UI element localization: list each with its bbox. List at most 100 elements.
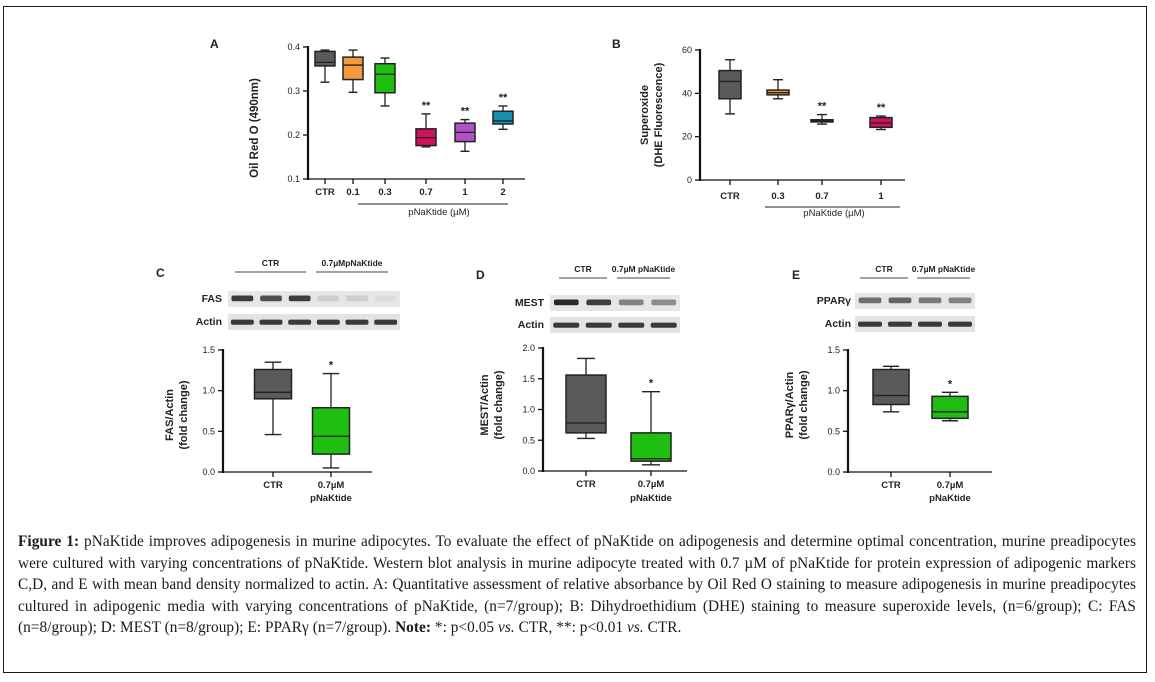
significance-marker: *: [649, 378, 654, 390]
y-tick-label: 0.5: [202, 426, 215, 436]
y-tick-label: 40: [682, 88, 692, 98]
box-1: 0.1: [342, 49, 364, 198]
y-tick-label: 0.3: [287, 86, 300, 96]
blot-actin-band: [374, 319, 398, 325]
caption-note-text: CTR, **: p<0.01: [514, 619, 628, 637]
box-2: ** 0.7: [810, 101, 834, 202]
panel-e-chart: E CTR 0.7µM pNaKtide PPARγ Actin PPARγ/Acti…: [784, 264, 992, 504]
x-category-label: 0.3: [771, 191, 784, 202]
caption-note-label: Note:: [395, 619, 432, 637]
y-tick-label: 0.0: [827, 467, 840, 477]
box-iqr: [253, 368, 293, 400]
x-category-label: 1: [878, 191, 884, 202]
box-iqr: [492, 110, 514, 125]
blot-actin-band: [948, 321, 972, 327]
blot-actin-strip: [228, 314, 400, 330]
panel-d-ylabel: MEST/Actin: [479, 374, 491, 435]
caption-label: Figure 1:: [18, 533, 80, 550]
blot-group2-label: 0.7µM pNaKtide: [612, 264, 676, 274]
caption-note-text: CTR.: [643, 619, 682, 637]
box-iqr: [374, 62, 396, 94]
blot-actin-label: Actin: [196, 316, 222, 328]
panel-a-ylabel: Oil Red O (490nm): [249, 78, 261, 178]
box-1: * 0.7µM pNaKtide: [929, 378, 971, 504]
y-tick-label: 0.0: [202, 467, 215, 477]
x-category-label: CTR: [720, 191, 740, 202]
blot-protein-label: MEST: [515, 297, 545, 309]
y-tick-label: 0.0: [522, 466, 535, 476]
box-iqr: [565, 374, 607, 434]
blot-group2-label: 0.7µM pNaKtide: [912, 264, 976, 274]
blot-protein-band: [918, 297, 942, 304]
x-category-sublabel: pNaKtide: [929, 493, 971, 504]
blot-group1-label: CTR: [875, 264, 892, 274]
blot-actin-band: [650, 322, 677, 328]
blot-protein-band: [888, 297, 912, 304]
y-tick-label: 1.5: [202, 345, 215, 355]
blot-protein-band: [260, 295, 282, 302]
blot-actin-band: [345, 319, 369, 325]
blot-protein-strip: [855, 293, 975, 309]
blot-protein-band: [346, 295, 368, 302]
blot-protein-label: FAS: [202, 293, 222, 305]
blot-protein-band: [317, 295, 340, 302]
box-4: ** 1: [454, 106, 476, 198]
y-tick-label: 1.5: [522, 374, 535, 384]
box-1: * 0.7µM pNaKtide: [310, 360, 352, 504]
y-tick-label: 0.1: [287, 174, 300, 184]
panel-b-xlabel: pNaKtide (µM): [803, 208, 864, 219]
box-iqr: [872, 368, 910, 406]
box-1: 0.3: [766, 78, 790, 202]
box-1: * 0.7µM pNaKtide: [630, 378, 672, 504]
blot-protein-band: [948, 297, 972, 304]
x-category-label: 0.7: [815, 191, 828, 202]
box-0: CTR: [253, 361, 293, 491]
box-iqr: [314, 50, 336, 67]
figure-frame: [3, 6, 1147, 673]
y-tick-label: 0: [687, 175, 692, 185]
blot-group1-label: CTR: [262, 258, 279, 268]
box-0: CTR: [872, 365, 910, 491]
box-3: ** 1: [869, 102, 893, 202]
significance-marker: **: [499, 92, 508, 104]
x-category-label: CTR: [576, 479, 596, 490]
caption-note-text: *: p<0.05: [431, 619, 498, 637]
blot-actin-band: [888, 321, 912, 327]
y-tick-label: 60: [682, 45, 692, 55]
x-category-label: CTR: [263, 480, 283, 491]
blot-actin-band: [585, 322, 612, 328]
x-category-label: 0.7µM: [318, 480, 345, 491]
y-tick-label: 0.4: [287, 42, 300, 52]
blot-protein-band: [618, 299, 644, 306]
figure-caption: Figure 1: pNaKtide improves adipogenesis…: [18, 531, 1136, 639]
box-iqr: [342, 56, 364, 81]
caption-vs: vs.: [497, 619, 515, 637]
panel-e-ylabel2: (fold change): [798, 370, 810, 439]
panel-a-xlabel: pNaKtide (µM): [408, 207, 469, 218]
blot-actin-band: [618, 322, 645, 328]
blot-actin-band: [259, 319, 283, 325]
significance-marker: *: [948, 378, 953, 390]
panel-c-ylabel: FAS/Actin: [164, 389, 176, 441]
box-5: ** 2: [492, 92, 514, 198]
significance-marker: **: [877, 102, 886, 114]
y-tick-label: 2.0: [522, 343, 535, 353]
box-iqr: [311, 406, 351, 455]
y-tick-label: 0.5: [827, 426, 840, 436]
x-category-label: 0.3: [378, 187, 391, 198]
x-category-label: CTR: [881, 480, 901, 491]
panel-c-letter: C: [156, 266, 165, 280]
box-0: CTR: [718, 59, 742, 202]
blot-protein-band: [586, 299, 612, 306]
blot-protein-band: [231, 295, 254, 302]
significance-marker: **: [818, 101, 827, 113]
blot-protein-band: [374, 295, 397, 302]
x-category-label: CTR: [315, 187, 335, 198]
blot-actin-band: [316, 319, 340, 325]
x-category-sublabel: pNaKtide: [310, 493, 352, 504]
blot-actin-band: [918, 321, 942, 327]
blot-actin-band: [288, 319, 312, 325]
x-category-label: 2: [500, 187, 505, 198]
x-category-label: 0.7: [419, 187, 432, 198]
box-iqr: [718, 69, 742, 100]
